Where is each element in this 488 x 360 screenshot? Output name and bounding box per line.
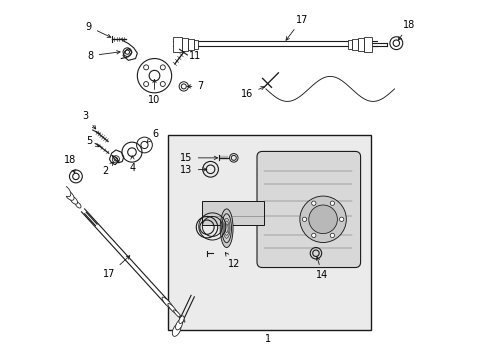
Ellipse shape: [65, 191, 74, 200]
Bar: [188, 39, 193, 50]
Bar: [182, 38, 188, 51]
Ellipse shape: [60, 185, 71, 197]
FancyBboxPatch shape: [257, 152, 360, 267]
Text: 13: 13: [180, 165, 206, 175]
Ellipse shape: [167, 303, 177, 314]
Ellipse shape: [172, 324, 181, 336]
Text: 12: 12: [225, 253, 240, 269]
Bar: [357, 38, 364, 51]
Bar: [193, 40, 198, 49]
Ellipse shape: [179, 316, 184, 322]
Circle shape: [143, 81, 148, 86]
Text: 1: 1: [264, 334, 270, 344]
Circle shape: [308, 205, 337, 234]
Circle shape: [311, 201, 315, 205]
Circle shape: [299, 196, 346, 243]
Circle shape: [160, 65, 165, 70]
Text: 10: 10: [148, 80, 160, 105]
Bar: [347, 40, 352, 49]
Text: 9: 9: [86, 22, 111, 37]
Ellipse shape: [162, 297, 173, 309]
Text: 5: 5: [86, 136, 99, 147]
Ellipse shape: [75, 202, 81, 208]
Circle shape: [160, 81, 165, 86]
Text: 4: 4: [130, 156, 136, 173]
Text: 16: 16: [241, 87, 264, 99]
Text: 14: 14: [316, 257, 328, 280]
Text: 17: 17: [285, 15, 307, 40]
Ellipse shape: [175, 320, 182, 330]
Bar: [201, 202, 264, 225]
Ellipse shape: [173, 310, 181, 318]
Bar: [364, 37, 371, 52]
Text: 3: 3: [82, 111, 96, 129]
Text: 6: 6: [147, 129, 158, 142]
Bar: [167, 135, 370, 330]
Ellipse shape: [179, 316, 184, 324]
Text: 18: 18: [64, 155, 76, 173]
Circle shape: [329, 233, 334, 238]
Ellipse shape: [222, 214, 231, 243]
Circle shape: [329, 201, 334, 205]
Text: 15: 15: [180, 153, 217, 163]
Circle shape: [302, 217, 306, 221]
Circle shape: [143, 65, 148, 70]
Text: 7: 7: [187, 81, 203, 91]
Circle shape: [339, 217, 343, 221]
Text: 11: 11: [189, 51, 201, 61]
Ellipse shape: [220, 209, 233, 248]
Text: 8: 8: [87, 51, 120, 61]
Text: 18: 18: [398, 20, 414, 40]
Bar: [352, 39, 357, 50]
Text: 2: 2: [102, 162, 113, 176]
Bar: [173, 37, 182, 52]
Circle shape: [311, 233, 315, 238]
Ellipse shape: [70, 197, 78, 204]
Text: 17: 17: [103, 256, 129, 279]
